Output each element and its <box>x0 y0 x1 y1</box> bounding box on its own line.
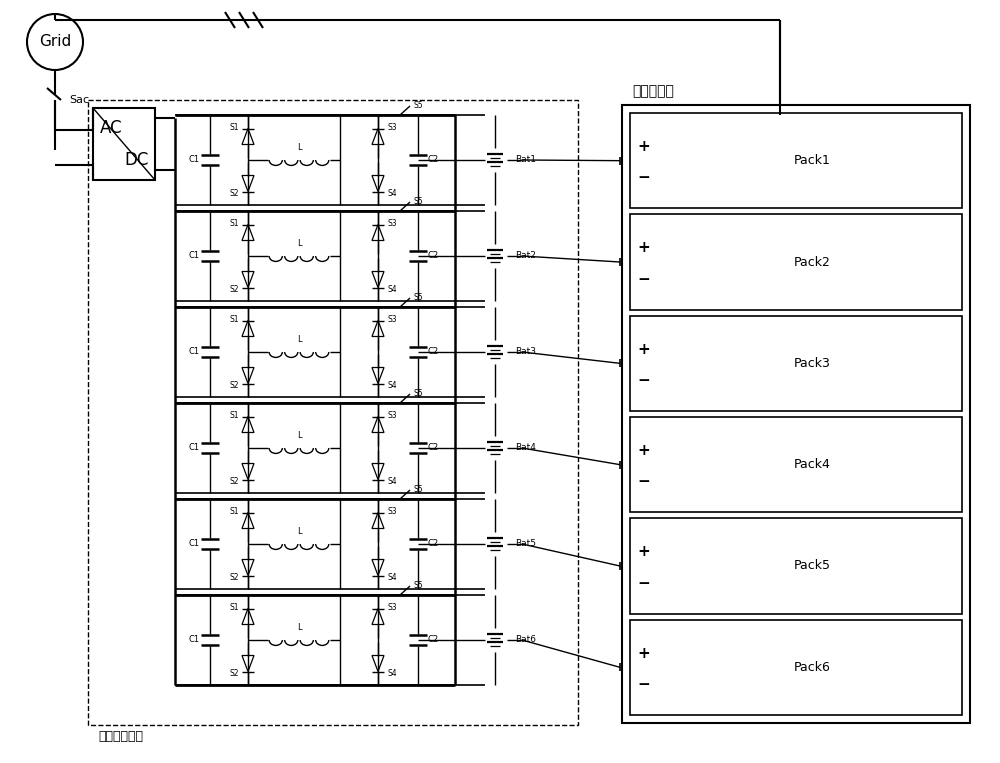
Text: S1: S1 <box>229 314 239 324</box>
Text: −: − <box>638 272 650 287</box>
Text: S2: S2 <box>229 285 239 294</box>
Text: L: L <box>297 527 301 536</box>
Text: +: + <box>638 342 650 356</box>
Text: L: L <box>297 240 301 249</box>
Text: Bat3: Bat3 <box>515 347 536 356</box>
Text: L: L <box>297 336 301 345</box>
Text: S3: S3 <box>387 507 397 516</box>
Text: Bat4: Bat4 <box>515 443 536 452</box>
Text: Pack6: Pack6 <box>794 661 831 674</box>
Bar <box>88 100 578 725</box>
Text: Sac: Sac <box>69 95 89 105</box>
Text: S5: S5 <box>413 485 423 494</box>
Bar <box>630 214 962 310</box>
Text: S5: S5 <box>413 581 423 590</box>
Text: 储能电池柜: 储能电池柜 <box>632 84 674 98</box>
Text: S3: S3 <box>387 218 397 227</box>
Text: C2: C2 <box>427 347 439 356</box>
Text: S2: S2 <box>229 572 239 581</box>
Text: L: L <box>297 143 301 153</box>
Bar <box>630 316 962 411</box>
Text: Pack2: Pack2 <box>794 256 831 269</box>
Text: S3: S3 <box>387 314 397 324</box>
Text: −: − <box>638 575 650 591</box>
Text: S3: S3 <box>387 603 397 611</box>
Text: Bat6: Bat6 <box>515 636 536 645</box>
Text: Bat2: Bat2 <box>515 252 536 260</box>
Bar <box>630 417 962 512</box>
Text: S5: S5 <box>413 292 423 301</box>
Text: S2: S2 <box>229 668 239 678</box>
Text: S2: S2 <box>229 477 239 485</box>
Text: C2: C2 <box>427 252 439 260</box>
Bar <box>630 620 962 715</box>
Text: C1: C1 <box>188 156 200 165</box>
Text: +: + <box>638 139 650 154</box>
Text: S2: S2 <box>229 188 239 198</box>
Text: C1: C1 <box>188 443 200 452</box>
Text: Bat1: Bat1 <box>515 156 536 165</box>
Text: Pack4: Pack4 <box>794 458 831 472</box>
Text: −: − <box>638 677 650 692</box>
Text: S1: S1 <box>229 218 239 227</box>
Text: S4: S4 <box>387 477 397 485</box>
Bar <box>630 113 962 208</box>
Text: DC: DC <box>124 151 149 169</box>
Text: L: L <box>297 623 301 633</box>
Bar <box>630 518 962 613</box>
Bar <box>622 105 970 723</box>
Text: C1: C1 <box>188 636 200 645</box>
Text: C1: C1 <box>188 539 200 549</box>
Text: −: − <box>638 475 650 489</box>
Text: C2: C2 <box>427 156 439 165</box>
Text: C2: C2 <box>427 539 439 549</box>
Text: S5: S5 <box>413 197 423 205</box>
Text: +: + <box>638 544 650 559</box>
Text: +: + <box>638 645 650 661</box>
Text: Bat5: Bat5 <box>515 539 536 549</box>
Text: +: + <box>638 240 650 255</box>
Text: S1: S1 <box>229 410 239 420</box>
Text: S5: S5 <box>413 101 423 110</box>
Text: +: + <box>638 443 650 458</box>
Text: Grid: Grid <box>39 34 71 50</box>
Text: Pack3: Pack3 <box>794 357 831 370</box>
Text: −: − <box>638 373 650 388</box>
Text: S4: S4 <box>387 381 397 389</box>
Text: L: L <box>297 432 301 440</box>
Text: S1: S1 <box>229 123 239 131</box>
Text: S4: S4 <box>387 572 397 581</box>
Text: −: − <box>638 170 650 185</box>
Text: C1: C1 <box>188 347 200 356</box>
Text: Pack5: Pack5 <box>794 559 831 572</box>
Text: S1: S1 <box>229 603 239 611</box>
Text: S5: S5 <box>413 388 423 398</box>
Text: S2: S2 <box>229 381 239 389</box>
Text: 最小逆变单元: 最小逆变单元 <box>98 730 143 743</box>
Text: S3: S3 <box>387 410 397 420</box>
Text: C1: C1 <box>188 252 200 260</box>
Text: S4: S4 <box>387 188 397 198</box>
Text: S1: S1 <box>229 507 239 516</box>
Text: C2: C2 <box>427 443 439 452</box>
Bar <box>93 108 155 180</box>
Text: S3: S3 <box>387 123 397 131</box>
Text: Pack1: Pack1 <box>794 154 831 167</box>
Text: AC: AC <box>100 119 123 137</box>
Text: C2: C2 <box>427 636 439 645</box>
Text: S4: S4 <box>387 285 397 294</box>
Text: S4: S4 <box>387 668 397 678</box>
